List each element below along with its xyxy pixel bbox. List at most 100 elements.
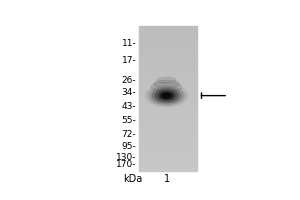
Bar [139, 101, 197, 102]
Bar [139, 152, 197, 153]
Bar [139, 69, 197, 70]
Bar [139, 164, 197, 165]
Bar [139, 136, 197, 137]
Ellipse shape [161, 93, 172, 99]
Bar [139, 111, 197, 112]
Bar [139, 102, 197, 104]
Bar [139, 40, 197, 41]
Bar [139, 142, 197, 143]
Bar [139, 31, 197, 32]
Bar [139, 73, 197, 75]
Bar [139, 34, 197, 35]
Bar [139, 77, 197, 78]
Bar [139, 37, 197, 38]
Bar [139, 70, 197, 71]
Bar [139, 149, 197, 151]
Bar [139, 148, 197, 149]
Text: 95-: 95- [122, 142, 136, 151]
Bar [139, 81, 197, 82]
Bar [139, 106, 197, 107]
Ellipse shape [154, 80, 179, 88]
Bar [139, 71, 197, 72]
Ellipse shape [149, 86, 184, 105]
Bar [139, 131, 197, 132]
Bar [139, 114, 197, 116]
Bar [139, 46, 197, 47]
Bar [139, 166, 197, 167]
Bar [139, 158, 197, 159]
Bar [139, 30, 197, 31]
Ellipse shape [152, 88, 181, 103]
Bar [139, 128, 197, 129]
Bar [139, 79, 197, 81]
Bar [139, 26, 197, 28]
Bar [139, 110, 197, 111]
Ellipse shape [158, 91, 175, 100]
Bar [139, 165, 197, 166]
Text: 130-: 130- [116, 153, 136, 162]
Bar [139, 53, 197, 54]
Bar [139, 35, 197, 36]
Bar [139, 90, 197, 91]
Ellipse shape [151, 82, 182, 92]
Bar [139, 135, 197, 136]
Bar [139, 29, 197, 30]
Bar [139, 91, 197, 93]
Bar [139, 85, 197, 87]
Bar [139, 160, 197, 161]
Bar [139, 105, 197, 106]
Bar [139, 153, 197, 154]
Bar [139, 42, 197, 43]
Ellipse shape [146, 85, 188, 106]
Bar [139, 52, 197, 53]
Bar [139, 155, 197, 157]
Bar [139, 49, 197, 50]
Text: 55-: 55- [122, 116, 136, 125]
Bar [139, 167, 197, 169]
Bar [139, 107, 197, 108]
Bar [139, 54, 197, 55]
Bar [139, 118, 197, 119]
Bar [139, 78, 197, 79]
Bar [139, 117, 197, 118]
Bar [139, 94, 197, 95]
Bar [139, 95, 197, 96]
Bar [139, 113, 197, 114]
Bar [139, 56, 197, 58]
Bar [139, 147, 197, 148]
Bar [139, 43, 197, 44]
Bar [139, 169, 197, 170]
Bar [139, 159, 197, 160]
Bar [139, 55, 197, 56]
Bar [139, 89, 197, 90]
Bar [139, 146, 197, 147]
Bar [139, 36, 197, 37]
Bar [139, 67, 197, 69]
Bar [139, 93, 197, 94]
Bar [139, 151, 197, 152]
Bar [139, 124, 197, 125]
Bar [139, 116, 197, 117]
Bar [139, 100, 197, 101]
Text: 17-: 17- [122, 56, 136, 65]
Bar [139, 161, 197, 163]
Bar [139, 123, 197, 124]
Bar [139, 64, 197, 65]
Text: 170-: 170- [116, 160, 136, 169]
Bar [139, 154, 197, 155]
Bar [139, 32, 197, 34]
Bar [139, 163, 197, 164]
Bar [139, 76, 197, 77]
Bar [139, 112, 197, 113]
Text: 11-: 11- [122, 39, 136, 48]
Bar [139, 145, 197, 146]
Bar [139, 138, 197, 140]
Bar [139, 140, 197, 141]
Bar [139, 96, 197, 97]
Bar [139, 120, 197, 122]
Bar [139, 44, 197, 46]
Bar [139, 75, 197, 76]
Bar [139, 61, 197, 62]
Ellipse shape [155, 90, 178, 102]
Bar [139, 137, 197, 138]
